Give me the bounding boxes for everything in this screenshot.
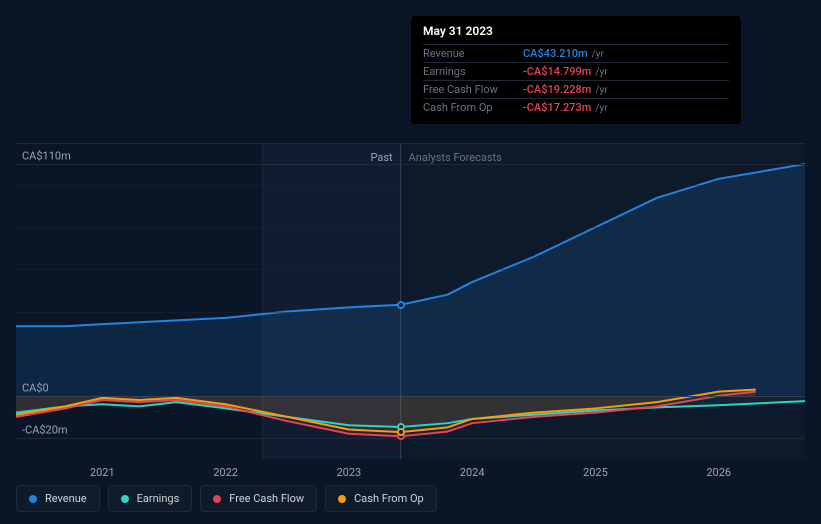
gridline (16, 185, 805, 186)
legend-item[interactable]: Earnings (108, 485, 193, 512)
x-axis-label: 2021 (90, 466, 115, 479)
legend-label: Free Cash Flow (229, 492, 304, 505)
tooltip-row: RevenueCA$43.210m/yr (423, 44, 729, 62)
legend-dot (338, 495, 346, 503)
chart-legend: Revenue Earnings Free Cash Flow Cash From O… (16, 485, 437, 512)
tooltip-metric-unit: /yr (592, 49, 604, 60)
tooltip-metric-label: Revenue (423, 47, 523, 60)
legend-item[interactable]: Free Cash Flow (200, 485, 317, 512)
x-axis-label: 2024 (460, 466, 485, 479)
tooltip-row: Earnings-CA$14.799m/yr (423, 62, 729, 80)
legend-item[interactable]: Revenue (16, 485, 100, 512)
tooltip-metric-value: -CA$17.273m (523, 101, 591, 114)
tooltip-metric-label: Cash From Op (423, 101, 523, 114)
legend-label: Cash From Op (354, 492, 424, 505)
x-axis-label: 2025 (583, 466, 608, 479)
y-axis-label: -CA$20m (22, 423, 68, 436)
x-axis-label: 2026 (706, 466, 731, 479)
gridline (16, 354, 805, 355)
legend-dot (29, 495, 37, 503)
x-axis-label: 2023 (336, 466, 361, 479)
gridline (16, 269, 805, 270)
gridline (16, 164, 805, 165)
y-axis-label: CA$110m (22, 150, 71, 163)
tooltip-metric-value: -CA$14.799m (523, 65, 591, 78)
chart-plot-area[interactable]: PastAnalysts Forecasts202120222023202420… (16, 125, 805, 459)
series-marker (397, 428, 405, 436)
tooltip-metric-label: Free Cash Flow (423, 83, 523, 96)
tooltip-metric-unit: /yr (595, 85, 607, 96)
chart-tooltip: May 31 2023 RevenueCA$43.210m/yrEarnings… (411, 16, 741, 124)
x-axis-label: 2022 (213, 466, 238, 479)
tooltip-metric-value: CA$43.210m (523, 47, 588, 60)
legend-item[interactable]: Cash From Op (325, 485, 437, 512)
tooltip-date: May 31 2023 (423, 24, 729, 44)
tooltip-metric-unit: /yr (595, 103, 607, 114)
past-section-label: Past (371, 151, 393, 164)
tooltip-metric-value: -CA$19.228m (523, 83, 591, 96)
chart-container: May 31 2023 RevenueCA$43.210m/yrEarnings… (0, 0, 821, 524)
tooltip-row: Cash From Op-CA$17.273m/yr (423, 98, 729, 116)
gridline (16, 312, 805, 313)
gridline (16, 438, 805, 439)
legend-dot (213, 495, 221, 503)
gridline (16, 143, 805, 144)
legend-label: Earnings (137, 492, 180, 505)
legend-dot (121, 495, 129, 503)
gridline (16, 396, 805, 397)
series-marker (397, 301, 405, 309)
legend-label: Revenue (45, 492, 87, 505)
tooltip-row: Free Cash Flow-CA$19.228m/yr (423, 80, 729, 98)
forecast-section-label: Analysts Forecasts (409, 151, 502, 164)
tooltip-metric-label: Earnings (423, 65, 523, 78)
gridline (16, 227, 805, 228)
chart-lines-svg (16, 143, 805, 459)
y-axis-label: CA$0 (22, 381, 49, 394)
tooltip-metric-unit: /yr (595, 67, 607, 78)
